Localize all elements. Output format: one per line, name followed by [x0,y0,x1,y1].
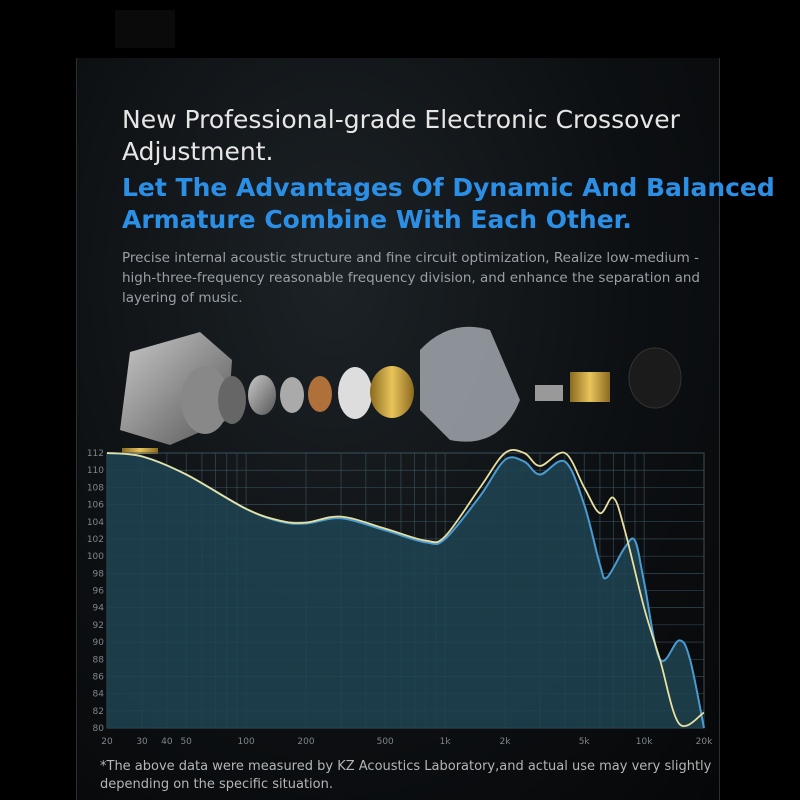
page-title: New Professional-grade Electronic Crosso… [122,104,680,168]
balanced-armature [535,385,563,401]
y-tick-label: 108 [87,483,104,493]
x-tick-label: 100 [238,737,255,747]
magnet [248,375,276,415]
y-tick-label: 84 [93,690,105,700]
y-tick-label: 96 [93,587,105,597]
gold-cylinder [370,366,414,418]
y-tick-label: 88 [93,655,105,665]
yellow-series-line [106,449,705,727]
x-tick-label: 10k [636,737,653,747]
x-tick-label: 40 [161,737,173,747]
x-tick-label: 200 [297,737,314,747]
title-line-2: Adjustment. [122,137,274,166]
y-tick-label: 90 [93,638,105,648]
x-tick-label: 20k [696,737,713,747]
x-tick-label: 50 [180,737,192,747]
y-tick-label: 110 [87,466,104,476]
y-tick-label: 102 [87,535,104,545]
y-tick-label: 98 [93,569,105,579]
x-tick-label: 500 [377,737,394,747]
blue-series-fill [107,453,704,728]
y-axis-ticks: 112 110 108 106 104 102 100 98 96 94 92 90 88 86 84 82 8… [87,449,104,734]
y-tick-label: 104 [87,518,104,528]
x-tick-label: 30 [136,737,148,747]
subtitle-line-1: Let The Advantages Of Dynamic And Balanc… [122,173,775,202]
y-tick-label: 92 [93,621,104,631]
y-tick-label: 82 [93,707,104,717]
logo-mark [115,10,175,48]
ear-tip [628,347,682,409]
diaphragm [338,367,372,419]
y-tick-label: 106 [87,501,104,511]
y-tick-label: 112 [87,449,104,459]
y-tick-label: 100 [87,552,104,562]
footnote: *The above data were measured by KZ Acou… [100,759,712,792]
description: Precise internal acoustic structure and … [122,250,700,306]
y-tick-label: 94 [93,604,105,614]
x-tick-label: 5k [579,737,591,747]
clear-shell [420,326,520,442]
copper-ring [308,376,332,412]
x-tick-label: 1k [440,737,452,747]
x-tick-label: 2k [500,737,512,747]
y-tick-label: 80 [93,724,105,734]
driver-ring [218,376,246,424]
driver-ring [181,366,229,434]
subtitle-line-2: Armature Combine With Each Other. [122,205,632,234]
gold-nozzle [570,372,610,402]
y-tick-label: 86 [93,672,105,682]
title-line-1: New Professional-grade Electronic Crosso… [122,105,680,134]
x-axis-ticks: 20 30 40 50 100 200 500 1k 2k 5k 10k 20k [101,737,713,747]
magnet [280,377,304,413]
x-tick-label: 20 [101,737,113,747]
gold-pin [122,448,158,454]
subtitle: Let The Advantages Of Dynamic And Balanc… [122,172,775,236]
